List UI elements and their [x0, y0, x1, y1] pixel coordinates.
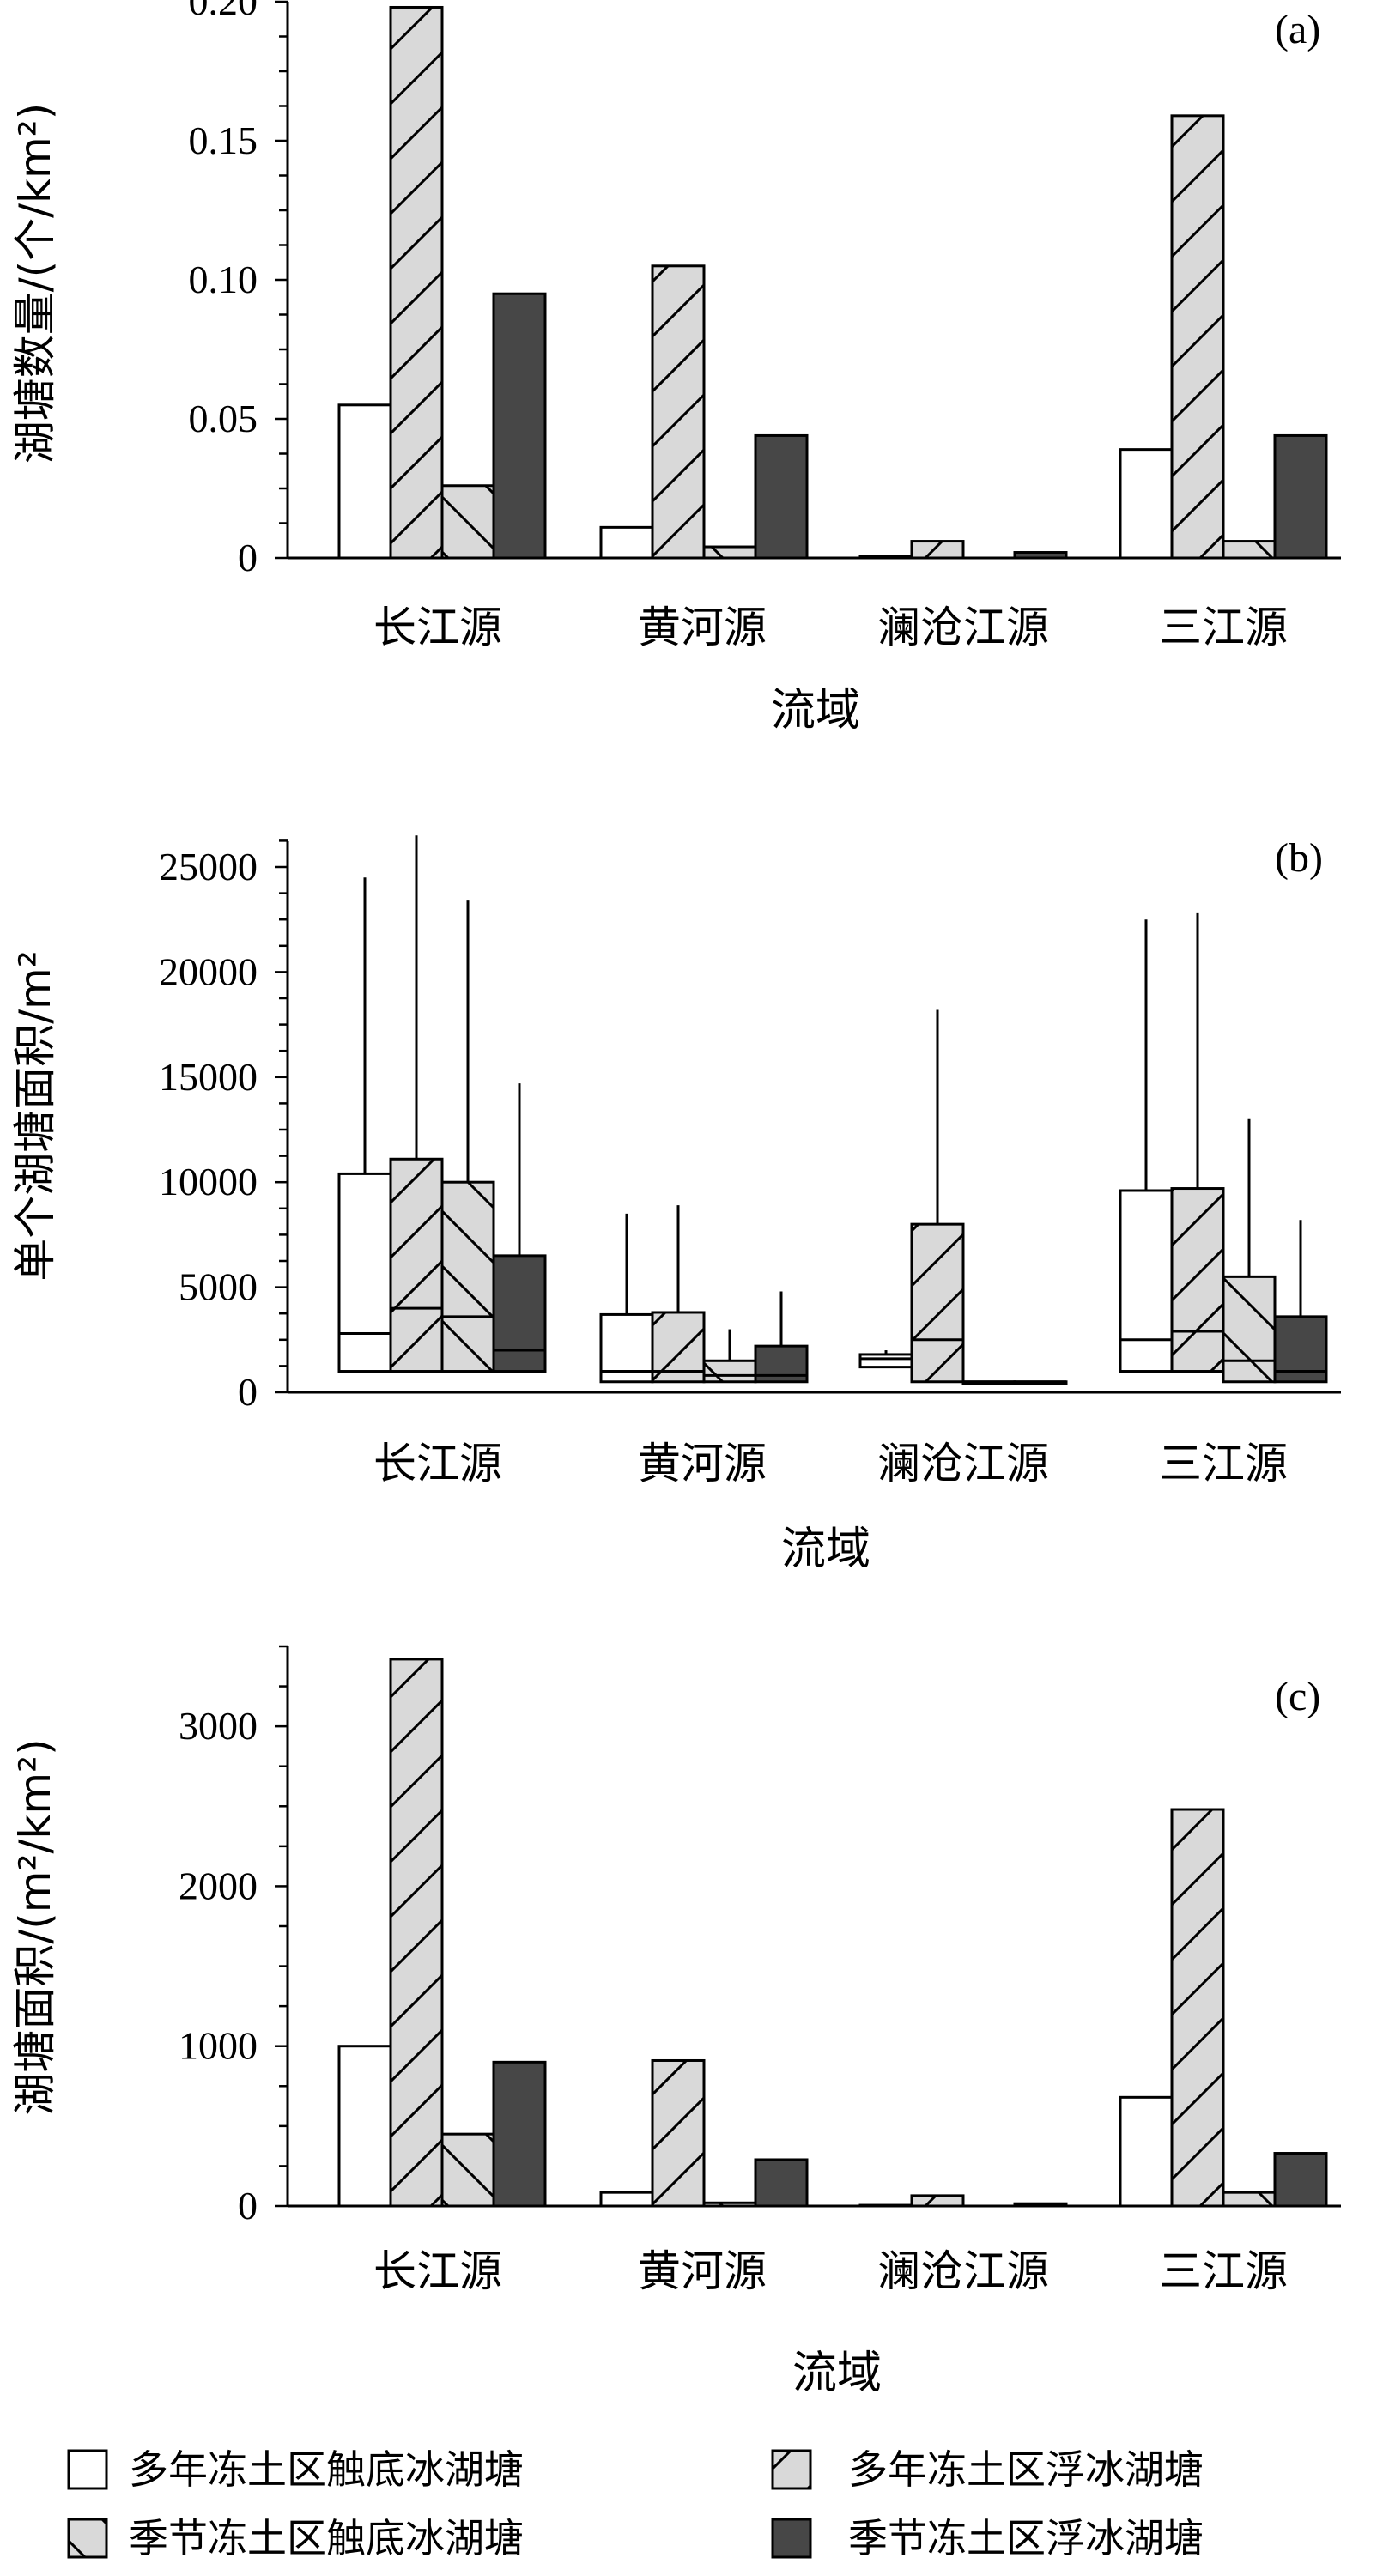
panel-a-tag: (a): [1275, 7, 1320, 52]
bar: [704, 547, 755, 558]
bar: [442, 2134, 494, 2206]
legend: 多年冻土区触底冰湖塘 多年冻土区浮冰湖塘 季节冻土区触底冰湖塘 季节冻土区浮冰湖…: [69, 2446, 1204, 2561]
bar: [652, 266, 704, 558]
y-tick-label: 0.10: [189, 258, 258, 301]
y-tick-label: 1000: [179, 2024, 258, 2068]
category-label: 黄河源: [638, 2246, 767, 2296]
y-tick-label: 3000: [179, 1704, 258, 1748]
legend-swatch-hatch-up: [773, 2451, 810, 2488]
box: [442, 1182, 494, 1371]
bar: [442, 486, 494, 558]
legend-swatch-white: [69, 2451, 106, 2488]
panel-a-y-axis-label: 湖塘数量/(个/km²): [10, 103, 60, 464]
panel-c-y-ticks: 0 1000 2000 3000: [179, 1646, 288, 2227]
panel-b: (b) 0 5000 10000 15000 20000 25000 长江源 黄河源 澜沧…: [10, 835, 1341, 1575]
bar: [339, 2046, 391, 2206]
category-label: 澜沧江源: [877, 2246, 1049, 2296]
bar: [1275, 2154, 1326, 2206]
panel-a-marks: [339, 7, 1326, 558]
box: [494, 1256, 545, 1372]
bar: [494, 294, 545, 558]
bar: [601, 527, 652, 558]
y-tick-label: 0: [238, 2184, 258, 2227]
bar: [1172, 1809, 1223, 2206]
y-tick-label: 5000: [179, 1265, 258, 1309]
bar: [1275, 435, 1326, 558]
panel-c-x-axis-label: 流域: [792, 2348, 882, 2399]
bar: [1172, 116, 1223, 558]
panel-a-x-axis-label: 流域: [771, 685, 860, 736]
panel-c: (c) 0 1000 2000 3000 长江源 黄河源 澜沧江源 三江源 流域 湖塘…: [10, 1646, 1341, 2399]
bar: [1223, 2192, 1275, 2206]
box: [704, 1361, 755, 1381]
y-tick-label: 20000: [159, 949, 258, 993]
bar: [912, 542, 963, 558]
legend-swatch-dark: [773, 2519, 810, 2557]
category-label: 黄河源: [638, 1439, 767, 1488]
y-tick-label: 2000: [179, 1864, 258, 1907]
y-tick-label: 0.15: [189, 118, 258, 162]
panel-c-category-labels: 长江源 黄河源 澜沧江源 三江源: [373, 2246, 1288, 2296]
category-label: 澜沧江源: [877, 603, 1049, 652]
bar: [391, 1659, 442, 2206]
bar: [494, 2062, 545, 2206]
bar: [1120, 450, 1172, 558]
panel-a-y-ticks: 0 0.05 0.10 0.15 0.20: [189, 0, 288, 579]
bar: [912, 2196, 963, 2206]
legend-label: 多年冻土区触底冰湖塘: [129, 2446, 524, 2493]
bar: [755, 2160, 807, 2206]
panel-b-y-ticks: 0 5000 10000 15000 20000 25000: [159, 840, 288, 1414]
y-tick-label: 0: [238, 1370, 258, 1414]
category-label: 三江源: [1159, 1439, 1288, 1488]
y-tick-label: 15000: [159, 1055, 258, 1099]
bar: [1120, 2097, 1172, 2206]
box: [1120, 1191, 1172, 1372]
category-label: 澜沧江源: [877, 1439, 1049, 1488]
legend-swatch-hatch-down: [69, 2519, 106, 2557]
panel-b-y-axis-label: 单个湖塘面积/m²: [10, 950, 60, 1282]
category-label: 长江源: [373, 1439, 502, 1488]
category-label: 黄河源: [638, 603, 767, 652]
legend-label: 季节冻土区浮冰湖塘: [848, 2515, 1204, 2561]
bar: [755, 435, 807, 558]
box: [860, 1355, 912, 1367]
bar: [601, 2192, 652, 2206]
category-label: 长江源: [373, 2246, 502, 2296]
box: [1172, 1189, 1223, 1372]
panel-a: (a) 0 0.05 0.10 0.15 0.20 长江源 黄河源 澜沧江源 三江源 流…: [10, 0, 1341, 736]
panel-c-marks: [339, 1659, 1326, 2206]
panel-b-tag: (b): [1275, 835, 1323, 881]
panel-a-category-labels: 长江源 黄河源 澜沧江源 三江源: [373, 603, 1288, 652]
y-tick-label: 10000: [159, 1160, 258, 1203]
box: [912, 1224, 963, 1382]
legend-label: 多年冻土区浮冰湖塘: [848, 2446, 1204, 2493]
panel-b-category-labels: 长江源 黄河源 澜沧江源 三江源: [373, 1439, 1288, 1488]
category-label: 三江源: [1159, 603, 1288, 652]
y-tick-label: 0.05: [189, 397, 258, 440]
bar: [391, 7, 442, 558]
panel-c-y-axis-label: 湖塘面积/(m²/km²): [10, 1738, 60, 2115]
box: [391, 1159, 442, 1371]
bar: [1223, 542, 1275, 558]
bar: [652, 2060, 704, 2206]
panel-b-marks: [339, 835, 1326, 1383]
box: [339, 1173, 391, 1371]
bar: [339, 405, 391, 558]
category-label: 长江源: [373, 603, 502, 652]
panel-b-x-axis-label: 流域: [781, 1524, 870, 1575]
y-tick-label: 0.20: [189, 0, 258, 23]
panel-c-tag: (c): [1275, 1674, 1320, 1719]
box: [1223, 1276, 1275, 1381]
category-label: 三江源: [1159, 2246, 1288, 2296]
y-tick-label: 25000: [159, 845, 258, 888]
y-tick-label: 0: [238, 536, 258, 579]
legend-label: 季节冻土区触底冰湖塘: [129, 2515, 524, 2561]
